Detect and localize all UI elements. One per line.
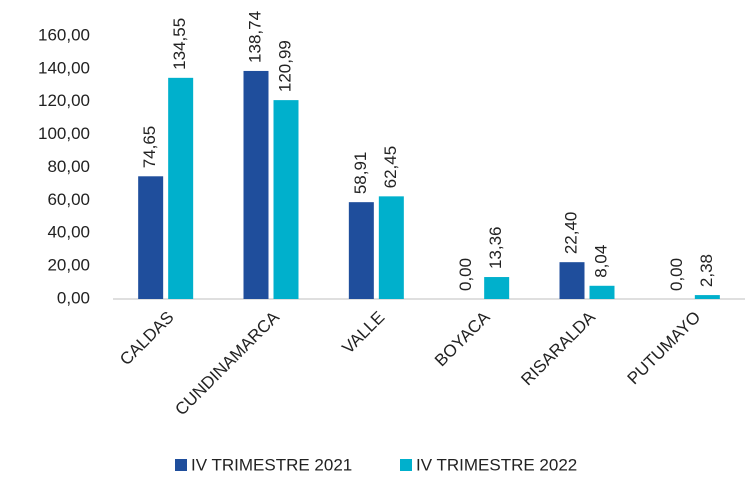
y-tick-label: 40,00 [47,223,90,242]
value-label: 58,91 [351,152,370,195]
bar [138,176,164,299]
y-tick-label: 160,00 [38,25,90,44]
value-label: 8,04 [591,245,610,278]
value-label: 2,38 [697,254,716,287]
x-tick-label: CALDAS [116,308,178,370]
value-label: 134,55 [170,18,189,70]
value-label: 138,74 [245,11,264,63]
x-tick-label: RISARALDA [517,307,599,389]
y-tick-label: 120,00 [38,91,90,110]
y-tick-label: 100,00 [38,124,90,143]
bar [168,77,194,299]
x-tick-label: VALLE [338,308,388,358]
y-tick-label: 140,00 [38,58,90,77]
bar [559,262,585,299]
bar [694,295,720,299]
value-label: 62,45 [381,146,400,189]
x-tick-label: PUTUMAYO [624,308,705,389]
bar [348,202,374,299]
bar [243,70,269,299]
bar [378,196,404,299]
y-tick-label: 20,00 [47,256,90,275]
y-tick-label: 80,00 [47,157,90,176]
x-tick-label: BOYACA [431,307,494,370]
bar [589,285,615,299]
bar [484,277,510,299]
value-label: 0,00 [667,258,686,291]
value-label: 74,65 [140,126,159,169]
bar [273,100,299,300]
legend-swatch [175,459,187,471]
x-tick-label: CUNDINAMARCA [171,307,283,419]
value-label: 13,36 [486,226,505,269]
value-label: 120,99 [275,40,294,92]
y-tick-label: 0,00 [57,288,90,307]
legend-label: IV TRIMESTRE 2021 [191,455,352,474]
legend-swatch [400,459,412,471]
value-label: 0,00 [456,258,475,291]
y-tick-label: 60,00 [47,190,90,209]
value-label: 22,40 [561,212,580,255]
legend-label: IV TRIMESTRE 2022 [416,455,577,474]
